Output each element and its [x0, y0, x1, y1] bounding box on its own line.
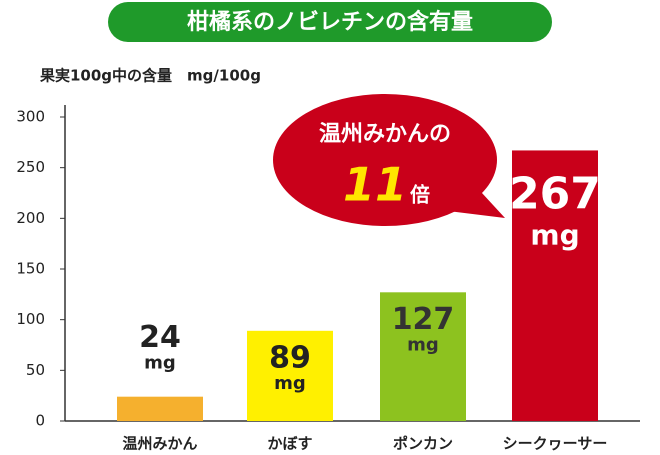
y-tick-label: 250 [16, 158, 45, 176]
x-tick-label: かぼす [267, 435, 312, 453]
value-unit: mg [144, 353, 176, 374]
bar [117, 396, 203, 421]
y-tick-label: 0 [35, 412, 45, 430]
subtitle: 果実100g中の含量 mg/100g [39, 67, 261, 85]
bar [247, 330, 333, 421]
value-unit: mg [530, 218, 579, 251]
x-tick-label: シークヮーサー [503, 435, 608, 453]
y-tick-label: 300 [16, 108, 45, 126]
title-pill [108, 2, 552, 42]
y-tick-label: 200 [16, 209, 45, 227]
value-label: 267 [509, 168, 601, 219]
value-label: 89 [269, 340, 311, 375]
bar [380, 292, 466, 421]
y-tick-label: 100 [16, 310, 45, 328]
bar [512, 150, 598, 421]
callout-number: 11 [343, 158, 407, 212]
y-tick-label: 150 [16, 260, 45, 278]
value-unit: mg [407, 334, 439, 355]
value-label: 24 [139, 320, 181, 355]
x-tick-label: 温州みかん [122, 435, 197, 453]
callout-suffix: 倍 [410, 183, 430, 207]
x-tick-label: ポンカン [393, 435, 453, 453]
y-tick-label: 50 [26, 361, 45, 379]
callout-bubble [273, 94, 497, 226]
value-unit: mg [274, 373, 306, 394]
value-label: 127 [392, 302, 455, 337]
chart-title: 柑橘系のノビレチンの含有量 [187, 9, 473, 35]
callout-text: 温州みかんの [319, 122, 451, 147]
